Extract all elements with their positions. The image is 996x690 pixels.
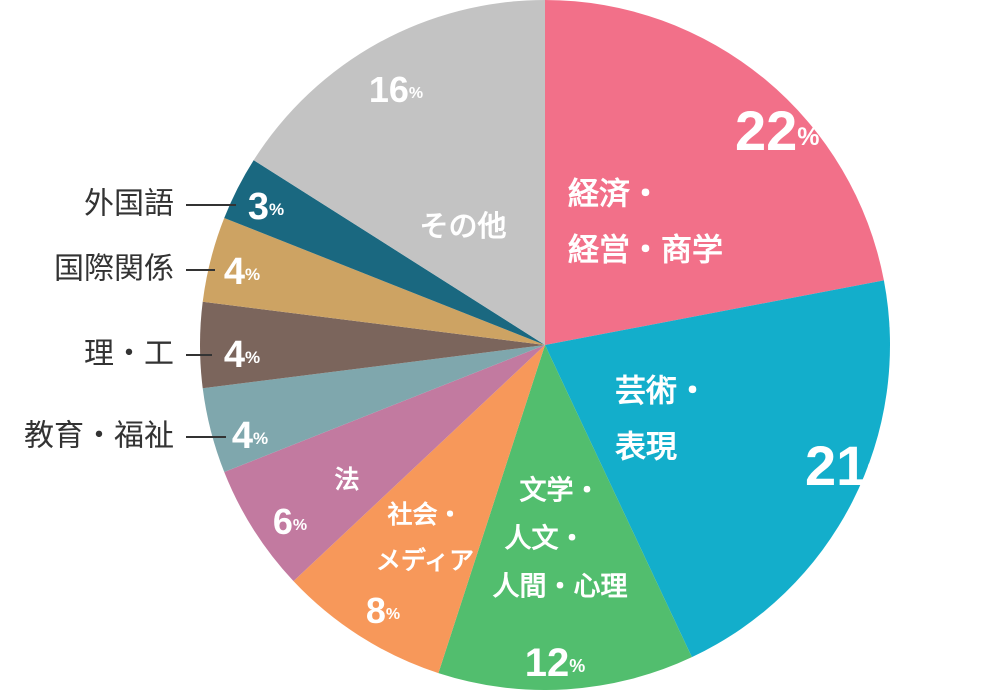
category-label-理-工: 理・工 (84, 337, 174, 372)
slice-理-工 (199, 301, 545, 389)
value-label-その他: 16% (369, 69, 423, 110)
slice-社会-メディア (293, 345, 545, 674)
value-label-理-工: 4% (224, 334, 260, 376)
category-label-外国語: 外国語 (84, 187, 174, 222)
category-label-文学-人文-人間-心理: 人間・心理 (493, 572, 628, 603)
category-label-芸術-表現: 芸術・ (615, 374, 708, 410)
slice-教育-福祉 (202, 345, 545, 472)
pie-slices (199, 0, 891, 690)
leader-lines (186, 204, 236, 438)
slice-文学-人文-人間-心理 (438, 345, 692, 690)
slice-外国語 (224, 160, 546, 345)
slice-法 (224, 345, 546, 582)
value-label-教育-福祉: 4% (232, 415, 268, 457)
category-label-経済-経営-商学: 経営・商学 (568, 233, 723, 269)
slice-その他 (253, 0, 545, 345)
category-label-経済-経営-商学: 経済・ (568, 177, 661, 213)
category-label-社会-メディア: メディア (376, 546, 474, 575)
slice-芸術-表現 (545, 280, 891, 658)
value-label-社会-メディア: 8% (366, 590, 400, 631)
value-label-国際関係: 4% (224, 251, 260, 293)
category-label-法: 法 (334, 465, 359, 494)
value-label-経済-経営-商学: 22% (735, 99, 820, 162)
value-label-法: 6% (273, 501, 307, 542)
category-label-芸術-表現: 表現 (615, 430, 677, 466)
category-label-教育-福祉: 教育・福祉 (24, 419, 174, 454)
slice-国際関係 (202, 218, 545, 345)
value-label-芸術-表現: 21% (805, 434, 890, 497)
slice-経済-経営-商学 (545, 0, 884, 345)
category-label-その他: その他 (419, 209, 506, 243)
value-label-文学-人文-人間-心理: 12% (525, 641, 586, 685)
value-label-外国語: 3% (248, 186, 284, 228)
pie-labels: 経済・経営・商学 22% 芸術・表現 21% 文学・人文・人間・心理 12% 社会・メディア… (24, 69, 890, 685)
category-label-文学-人文-人間-心理: 人文・ (505, 523, 586, 555)
category-label-社会-メディア: 社会・ (387, 500, 462, 529)
category-label-文学-人文-人間-心理: 文学・ (520, 475, 601, 507)
category-label-国際関係: 国際関係 (54, 252, 174, 287)
